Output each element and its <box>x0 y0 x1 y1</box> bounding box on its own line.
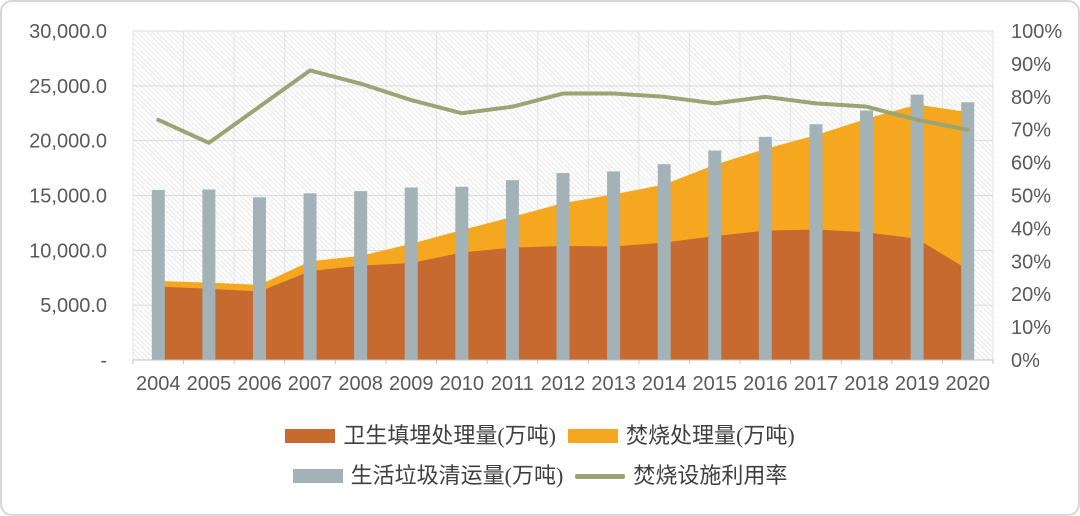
legend-swatch-landfill-icon <box>285 429 336 443</box>
x-tick-2009: 2009 <box>389 373 434 395</box>
x-tick-2013: 2013 <box>591 373 636 395</box>
legend-label-collection: 生活垃圾清运量(万吨) <box>350 463 564 488</box>
x-tick-2012: 2012 <box>541 373 586 395</box>
legend-label-utilization: 焚烧设施利用率 <box>633 463 788 488</box>
bar-2014 <box>657 164 671 360</box>
legend-item-utilization: 焚烧设施利用率 <box>575 462 787 490</box>
y-right-tick-20: 20% <box>1011 284 1051 306</box>
bar-series-collection <box>151 94 975 361</box>
x-tick-2018: 2018 <box>844 373 889 395</box>
chart-canvas: 30,000.0 25,000.0 20,000.0 15,000.0 10,000.0… <box>29 21 1062 395</box>
x-tick-2015: 2015 <box>693 373 738 395</box>
x-tick-2006: 2006 <box>237 373 282 395</box>
x-tick-2014: 2014 <box>642 373 687 395</box>
bar-2019 <box>910 94 924 361</box>
y-right-tick-50: 50% <box>1011 186 1051 208</box>
bar-2016 <box>758 136 772 360</box>
legend-label-incineration: 焚烧处理量(万吨) <box>626 423 795 448</box>
legend-swatch-collection-icon <box>292 469 343 483</box>
bar-2013 <box>607 171 621 360</box>
bar-2011 <box>505 180 519 360</box>
bar-2007 <box>303 193 317 360</box>
legend-swatch-utilization-line-icon <box>575 473 626 479</box>
y-axis-left-labels: 30,000.0 25,000.0 20,000.0 15,000.0 10,000.0… <box>29 21 107 372</box>
x-tick-2019: 2019 <box>895 373 940 395</box>
y-left-tick-20000: 20,000.0 <box>29 131 107 153</box>
y-right-tick-60: 60% <box>1011 153 1051 175</box>
y-left-tick-5000: 5,000.0 <box>40 295 107 317</box>
legend-swatch-incineration-icon <box>568 429 618 443</box>
x-tick-2004: 2004 <box>136 373 181 395</box>
x-tick-2017: 2017 <box>794 373 839 395</box>
legend-row-1: 卫生填埋处理量(万吨) 焚烧处理量(万吨) <box>285 422 795 450</box>
y-right-tick-80: 80% <box>1011 87 1051 109</box>
legend-item-collection: 生活垃圾清运量(万吨) <box>292 462 564 490</box>
bar-2006 <box>252 197 266 360</box>
bar-2015 <box>708 150 722 360</box>
bar-2010 <box>455 186 469 360</box>
y-axis-right-labels: 100% 90% 80% 70% 60% 50% 40% 30% 20% 10% 0% <box>1011 21 1062 372</box>
bar-2012 <box>556 173 570 360</box>
y-right-tick-90: 90% <box>1011 54 1051 76</box>
bar-2017 <box>809 124 823 360</box>
bar-2005 <box>202 189 216 360</box>
x-tick-2005: 2005 <box>187 373 232 395</box>
y-left-tick-25000: 25,000.0 <box>29 76 107 98</box>
y-left-tick-30000: 30,000.0 <box>29 21 107 43</box>
y-right-tick-0: 0% <box>1011 350 1040 372</box>
legend-label-landfill: 卫生填埋处理量(万吨) <box>343 423 556 448</box>
legend-item-incineration: 焚烧处理量(万吨) <box>568 422 795 450</box>
y-right-tick-70: 70% <box>1011 120 1051 142</box>
y-right-tick-10: 10% <box>1011 317 1051 339</box>
x-tick-2011: 2011 <box>491 373 534 395</box>
legend-item-landfill: 卫生填埋处理量(万吨) <box>285 422 556 450</box>
bar-2004 <box>151 190 165 360</box>
x-tick-2010: 2010 <box>440 373 485 395</box>
y-left-tick-15000: 15,000.0 <box>29 186 107 208</box>
x-axis-labels: 2004 2005 2006 2007 2008 2009 2010 2011 2012 2013… <box>136 373 990 395</box>
y-right-tick-30: 30% <box>1011 251 1051 273</box>
x-tick-2007: 2007 <box>288 373 333 395</box>
x-tick-2008: 2008 <box>338 373 383 395</box>
y-left-tick-0: - <box>100 350 107 372</box>
x-tick-2020: 2020 <box>945 373 990 395</box>
y-right-tick-40: 40% <box>1011 218 1051 240</box>
x-tick-2016: 2016 <box>743 373 788 395</box>
chart-legend: 卫生填埋处理量(万吨) 焚烧处理量(万吨) 生活垃圾清运量(万吨) 焚烧设施利用… <box>2 422 1078 490</box>
bar-2018 <box>860 110 874 360</box>
bar-2009 <box>404 187 418 360</box>
bar-2008 <box>354 191 368 360</box>
x-axis <box>132 359 994 364</box>
line-utilization-rate <box>156 68 970 145</box>
bar-2020 <box>961 102 975 361</box>
y-right-tick-100: 100% <box>1011 21 1062 43</box>
y-left-tick-10000: 10,000.0 <box>29 240 107 262</box>
legend-row-2: 生活垃圾清运量(万吨) 焚烧设施利用率 <box>292 462 787 490</box>
